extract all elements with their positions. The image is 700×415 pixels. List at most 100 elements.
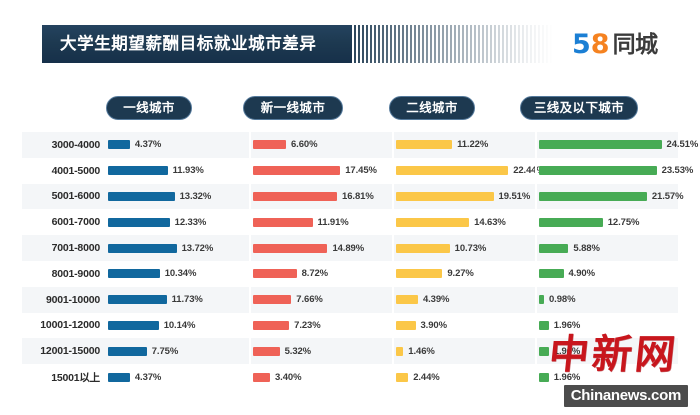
table-row: 4001-5000 11.93% 17.45% 22.44% 23.53% [22, 157, 693, 184]
bar-cell: 4.37% [106, 132, 249, 158]
data-table: 3000-4000 4.37% 6.60% 11.22% 24.51% 4001-5000… [22, 132, 698, 390]
bar-cell: 19.51% [392, 183, 535, 210]
bar-4 [539, 269, 564, 279]
row-cells: 10.14% 7.23% 3.90% 1.96% [106, 312, 678, 339]
bar-cell: 5.88% [535, 235, 678, 261]
bar-2 [253, 372, 270, 382]
header-band: 大学生期望薪酬目标就业城市差异 [42, 25, 554, 63]
bar-cell: 1.96% [535, 312, 678, 339]
bar-1 [108, 295, 167, 305]
bar-3 [396, 166, 509, 176]
bar-4 [539, 346, 549, 356]
row-cells: 10.34% 8.72% 9.27% 4.90% [106, 260, 678, 287]
table-row: 8001-9000 10.34% 8.72% 9.27% 4.90% [22, 260, 678, 287]
bar-cell: 11.22% [392, 132, 535, 158]
bar-value-label: 3.90% [420, 319, 448, 331]
bar-3 [396, 346, 404, 356]
bar-3 [396, 191, 494, 201]
table-row: 15001以上 4.37% 3.40% 2.44% 1.96% [22, 364, 678, 390]
bar-cell: 14.89% [249, 235, 392, 261]
bar-cell: 10.14% [106, 313, 249, 339]
bar-cell: 11.91% [249, 209, 392, 236]
bar-3 [396, 217, 470, 227]
bar-value-label: 13.72% [181, 242, 214, 254]
bar-cell: 1.46% [392, 338, 535, 365]
bar-4 [539, 372, 549, 382]
bar-cell: 16.81% [249, 183, 392, 210]
bar-cell: 3.40% [249, 364, 392, 390]
bar-2 [253, 243, 328, 253]
bar-value-label: 1.96% [553, 319, 581, 331]
bar-value-label: 13.32% [179, 190, 212, 202]
bar-value-label: 9.27% [447, 268, 474, 280]
column-header-pill-1[interactable]: 一线城市 [106, 96, 192, 120]
bar-cell: 24.51% [535, 132, 698, 158]
table-row: 12001-15000 7.75% 5.32% 1.46% 1.96% [22, 338, 678, 365]
bar-value-label: 11.22% [457, 139, 489, 151]
row-label-salary-range: 3000-4000 [51, 138, 101, 151]
bar-value-label: 22.44% [513, 165, 545, 177]
bar-value-label: 4.37% [134, 139, 162, 151]
bar-value-label: 11.73% [171, 294, 203, 306]
column-header-pill-4[interactable]: 三线及以下城市 [520, 96, 638, 120]
bar-4 [539, 191, 647, 201]
table-row: 5001-6000 13.32% 16.81% 19.51% 21.57% [22, 183, 684, 210]
row-cells: 11.93% 17.45% 22.44% 23.53% [106, 157, 693, 184]
bar-2 [253, 166, 341, 176]
row-label-salary-range: 4001-5000 [51, 164, 101, 177]
bar-cell: 21.57% [535, 183, 684, 210]
bar-value-label: 1.96% [553, 345, 581, 357]
bar-4 [539, 320, 549, 330]
bar-value-label: 10.34% [164, 268, 197, 280]
bar-value-label: 4.39% [422, 294, 450, 306]
bar-cell: 11.73% [106, 287, 249, 313]
bar-value-label: 4.90% [568, 268, 596, 280]
table-row: 10001-12000 10.14% 7.23% 3.90% 1.96% [22, 312, 678, 339]
table-row: 6001-7000 12.33% 11.91% 14.63% 12.75% [22, 209, 678, 236]
row-label-salary-range: 12001-15000 [40, 345, 100, 358]
bar-3 [396, 295, 418, 305]
bottom-spacer [0, 410, 700, 415]
bar-cell: 13.72% [106, 235, 249, 261]
bar-1 [108, 140, 130, 150]
bar-cell: 3.90% [392, 312, 535, 339]
bar-cell: 5.32% [249, 338, 392, 365]
row-cells: 4.37% 3.40% 2.44% 1.96% [106, 364, 678, 390]
bar-value-label: 4.37% [134, 371, 162, 383]
logo-brand-text: 同城 [612, 30, 659, 57]
bar-1 [108, 346, 147, 356]
bar-1 [108, 217, 170, 227]
bar-value-label: 5.88% [573, 242, 600, 254]
bar-4 [539, 217, 603, 227]
bar-cell: 7.66% [249, 286, 392, 313]
column-header-pill-3[interactable]: 二线城市 [389, 96, 475, 120]
bar-cell: 11.93% [106, 158, 249, 184]
bar-value-label: 8.72% [301, 268, 329, 280]
bar-value-label: 21.57% [651, 190, 684, 202]
row-cells: 11.73% 7.66% 4.39% 0.98% [106, 286, 678, 313]
bar-cell: 9.27% [392, 260, 535, 287]
page-title: 大学生期望薪酬目标就业城市差异 [60, 35, 317, 53]
bar-value-label: 11.91% [317, 216, 349, 228]
bar-cell: 12.33% [106, 209, 249, 235]
row-cells: 13.72% 14.89% 10.73% 5.88% [106, 235, 678, 261]
bar-4 [539, 140, 662, 150]
bar-cell: 7.75% [106, 338, 249, 364]
bar-4 [539, 166, 657, 176]
bar-value-label: 5.32% [284, 345, 312, 357]
bar-cell: 8.72% [249, 260, 392, 287]
bar-1 [108, 191, 175, 201]
bar-cell: 14.63% [392, 209, 535, 236]
row-label-salary-range: 5001-6000 [51, 190, 101, 203]
bar-value-label: 16.81% [342, 190, 374, 202]
bar-1 [108, 166, 168, 176]
bar-cell: 12.75% [535, 209, 678, 236]
bar-2 [253, 269, 297, 279]
bar-cell: 23.53% [535, 157, 693, 184]
bar-cell: 6.60% [249, 132, 392, 158]
bar-value-label: 6.60% [291, 139, 318, 151]
bar-1 [108, 269, 160, 279]
column-header-pill-2[interactable]: 新一线城市 [243, 96, 343, 120]
row-label-salary-range: 8001-9000 [51, 267, 101, 280]
